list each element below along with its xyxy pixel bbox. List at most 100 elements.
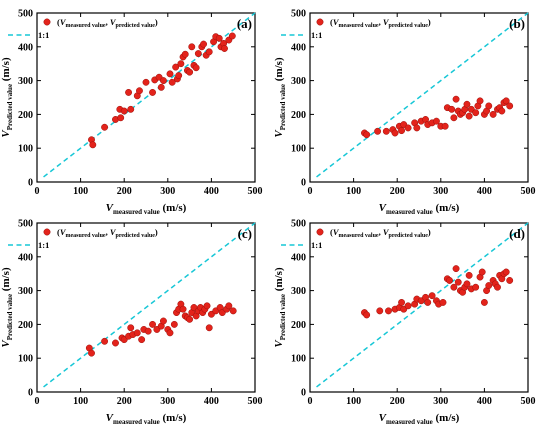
data-point: [448, 105, 456, 113]
legend-marker: [316, 228, 324, 236]
data-point: [136, 87, 143, 95]
y-tick-label: 300: [291, 286, 306, 297]
x-tick-label: 200: [390, 396, 405, 407]
data-point: [485, 102, 493, 110]
legend-line-label: 1:1: [38, 240, 49, 250]
data-point: [376, 307, 384, 315]
data-point: [177, 60, 185, 68]
x-tick-label: 100: [73, 396, 88, 407]
data-point: [179, 305, 187, 313]
panel-label: (d): [509, 226, 525, 241]
data-point: [454, 278, 462, 286]
plot-frame: [309, 12, 529, 183]
y-tick-label: 0: [301, 178, 306, 189]
legend-marker: [43, 228, 51, 236]
data-point: [450, 283, 458, 291]
data-point: [89, 141, 97, 149]
x-tick-label: 0: [308, 186, 313, 197]
x-tick-label: 400: [204, 186, 219, 197]
y-tick-label: 0: [301, 388, 306, 399]
data-point: [172, 63, 180, 71]
data-point: [168, 78, 176, 86]
legend-scatter-label: (Vmeasured value, Vpredicted value): [57, 17, 158, 29]
x-axis-label: Vmeasured value (m/s): [379, 412, 460, 426]
data-point: [480, 298, 488, 306]
data-point: [452, 95, 460, 103]
y-tick-label: 200: [18, 110, 33, 121]
data-point: [432, 117, 440, 125]
data-point: [157, 83, 165, 91]
x-tick-label: 200: [117, 186, 132, 197]
data-point: [485, 282, 493, 289]
legend-line-label: 1:1: [38, 30, 49, 40]
panel-label: (c): [238, 226, 252, 241]
data-point: [138, 336, 146, 344]
data-point: [391, 129, 399, 137]
data-point: [127, 105, 135, 113]
data-point: [101, 123, 109, 131]
x-tick-label: 300: [160, 186, 175, 197]
y-axis-label: VPredicted value (m/s): [273, 57, 287, 138]
data-point: [170, 320, 178, 328]
reference-line-1to1: [43, 222, 256, 388]
data-point: [133, 329, 141, 337]
y-tick-label: 500: [291, 219, 306, 230]
y-tick-label: 500: [291, 9, 306, 20]
y-axis-label: VPredicted value (m/s): [0, 267, 14, 348]
x-tick-label: 100: [346, 186, 361, 197]
data-point: [465, 271, 473, 279]
x-tick-label: 100: [73, 186, 88, 197]
data-point: [200, 40, 208, 48]
data-point: [88, 349, 95, 357]
y-tick-label: 500: [18, 9, 33, 20]
data-point: [439, 298, 447, 306]
data-point: [117, 114, 125, 122]
y-tick-label: 100: [18, 144, 33, 155]
data-point: [441, 122, 449, 130]
data-point: [428, 292, 436, 300]
data-point: [229, 307, 237, 315]
y-tick-label: 300: [18, 76, 33, 87]
data-point: [478, 268, 486, 276]
y-tick-label: 200: [18, 320, 33, 331]
data-point: [404, 302, 412, 310]
plot-frame: [36, 222, 256, 393]
data-point: [225, 302, 233, 310]
y-axis-label: VPredicted value (m/s): [0, 57, 14, 138]
data-point: [175, 72, 183, 79]
x-tick-label: 0: [35, 396, 40, 407]
data-point: [472, 109, 480, 117]
data-point: [159, 317, 167, 325]
y-tick-label: 100: [18, 354, 33, 365]
plot-frame: [36, 12, 256, 183]
chart-panel-4: 0 100 200 300 400 500 0 100 200 300 400 500 (Vmeasur…: [273, 219, 536, 427]
reference-line-1to1: [43, 12, 256, 178]
data-point: [398, 127, 406, 135]
data-point: [144, 327, 152, 335]
x-tick-label: 400: [204, 396, 219, 407]
y-tick-label: 400: [18, 252, 33, 263]
x-axis-label: Vmeasured value (m/s): [379, 202, 460, 216]
data-point: [192, 64, 200, 72]
data-point: [413, 124, 421, 132]
data-point: [498, 107, 506, 115]
y-tick-label: 300: [291, 76, 306, 87]
data-point: [125, 88, 133, 96]
x-tick-label: 400: [477, 396, 492, 407]
y-tick-label: 0: [28, 388, 33, 399]
data-point: [149, 320, 156, 328]
data-point: [363, 311, 371, 319]
data-point: [398, 298, 406, 306]
data-point: [452, 265, 460, 273]
data-point: [112, 339, 119, 347]
data-point: [120, 107, 128, 115]
data-point: [215, 34, 223, 42]
data-point: [166, 70, 174, 78]
reference-line-1to1: [316, 222, 529, 388]
y-tick-label: 200: [291, 110, 306, 121]
x-tick-label: 0: [308, 396, 313, 407]
data-point: [181, 50, 189, 58]
legend-marker: [316, 18, 324, 26]
data-point: [363, 131, 371, 139]
legend-marker: [43, 18, 51, 26]
